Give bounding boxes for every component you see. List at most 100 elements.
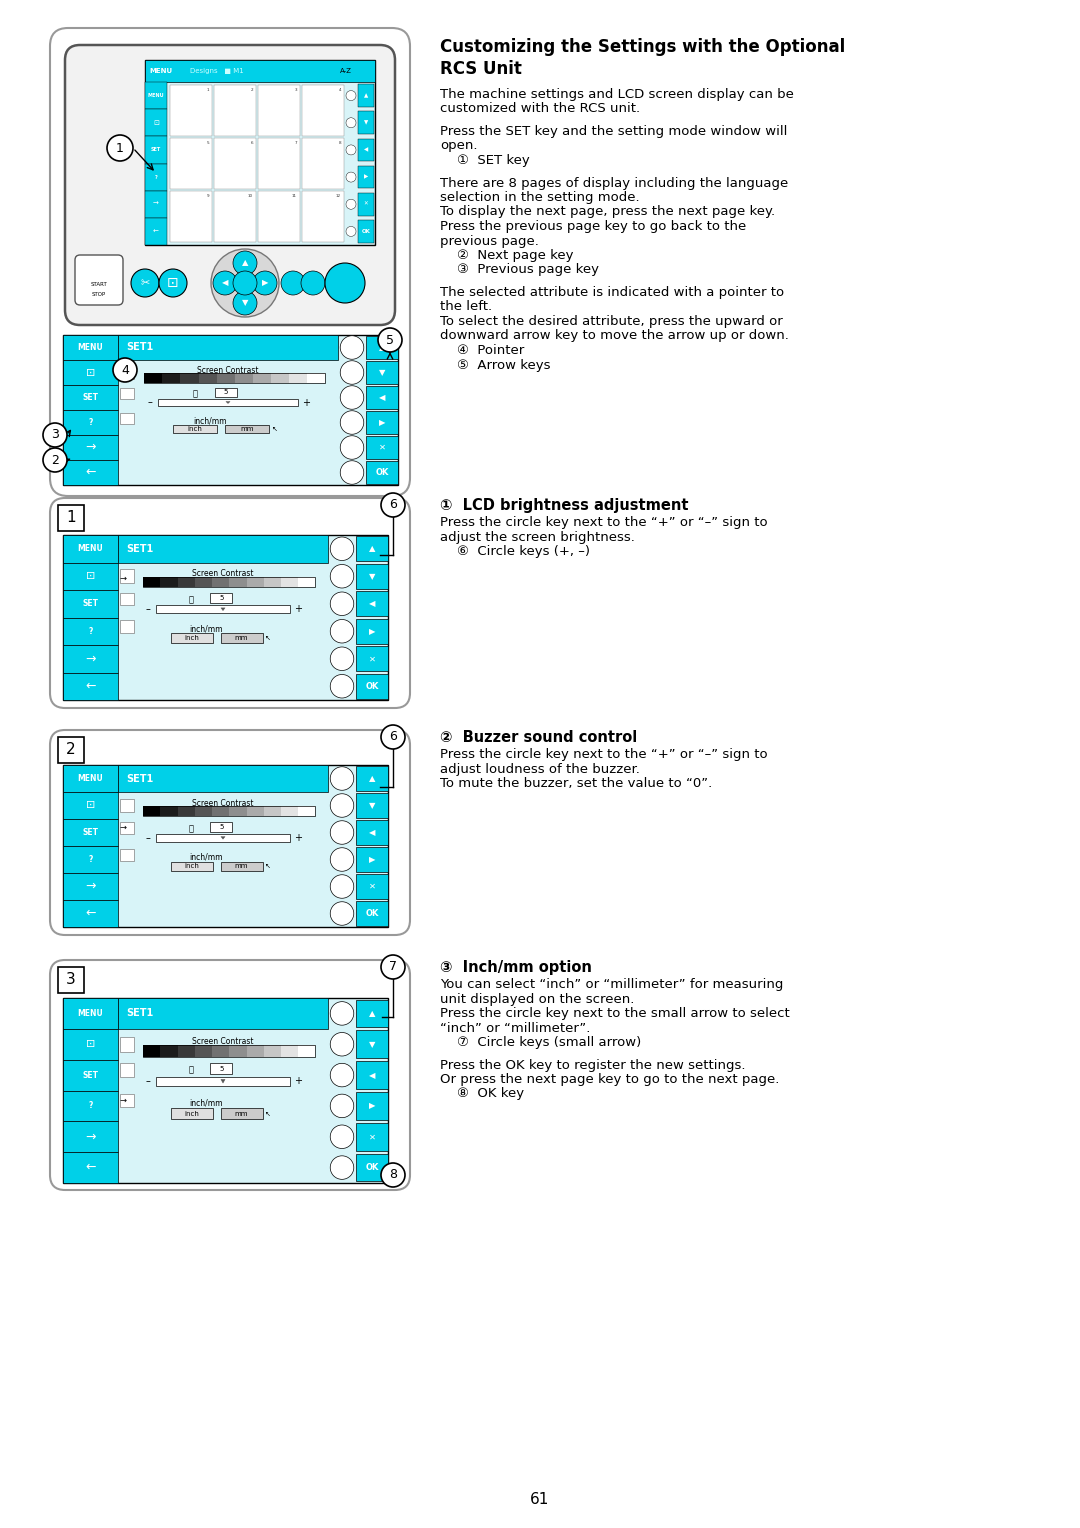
Text: 4: 4	[121, 364, 129, 376]
Bar	[161, 807, 177, 816]
Bar	[170, 138, 212, 189]
Text: 2: 2	[251, 89, 253, 92]
Text: The selected attribute is indicated with a pointer to: The selected attribute is indicated with…	[440, 286, 784, 299]
Circle shape	[340, 411, 364, 434]
Text: Press the circle key next to the “+” or “–” sign to: Press the circle key next to the “+” or …	[440, 516, 768, 529]
Text: ←: ←	[153, 228, 159, 234]
Circle shape	[330, 1002, 354, 1025]
Text: ▶: ▶	[379, 419, 386, 426]
Bar	[63, 410, 118, 435]
Text: ①  LCD brightness adjustment: ① LCD brightness adjustment	[440, 498, 689, 513]
Text: ?: ?	[89, 419, 93, 426]
Text: →: →	[85, 652, 96, 665]
Bar	[145, 83, 167, 108]
Text: inch/mm: inch/mm	[193, 416, 227, 425]
Text: ③  Inch/mm option: ③ Inch/mm option	[440, 960, 592, 975]
Text: ▼: ▼	[379, 368, 386, 377]
Text: 8: 8	[338, 141, 341, 145]
Text: ▲: ▲	[368, 1008, 375, 1018]
Bar	[63, 847, 118, 872]
Text: +: +	[294, 1076, 302, 1086]
Circle shape	[340, 461, 364, 484]
Text: The machine settings and LCD screen display can be: The machine settings and LCD screen disp…	[440, 89, 794, 101]
Bar	[63, 385, 118, 410]
Text: ✕: ✕	[368, 1132, 376, 1141]
Bar	[120, 620, 134, 633]
Bar	[145, 219, 167, 244]
Bar	[356, 564, 388, 588]
Text: mm: mm	[234, 863, 248, 869]
Bar	[63, 1028, 118, 1059]
Text: 🔊: 🔊	[192, 390, 198, 399]
Circle shape	[213, 270, 237, 295]
Circle shape	[330, 1094, 354, 1117]
Bar	[214, 86, 256, 136]
Bar	[298, 576, 315, 587]
Bar	[145, 163, 167, 191]
Text: Customizing the Settings with the Optional: Customizing the Settings with the Option…	[440, 38, 846, 57]
Bar	[118, 535, 328, 562]
Circle shape	[330, 1033, 354, 1056]
Text: ◀: ◀	[368, 828, 375, 837]
Bar	[63, 535, 118, 562]
Circle shape	[330, 1155, 354, 1180]
Text: ⊡: ⊡	[85, 801, 95, 810]
Text: ▶: ▶	[368, 1102, 375, 1111]
Text: mm: mm	[240, 426, 254, 432]
Bar	[246, 576, 264, 587]
Bar	[366, 411, 399, 434]
Bar	[63, 766, 118, 792]
Text: OK: OK	[365, 909, 379, 918]
Text: ✕: ✕	[368, 882, 376, 891]
Text: 61: 61	[530, 1493, 550, 1508]
Bar	[145, 136, 167, 163]
Text: ⑥  Circle keys (+, –): ⑥ Circle keys (+, –)	[440, 545, 590, 558]
Bar	[211, 822, 232, 831]
Circle shape	[381, 1163, 405, 1187]
Text: Or press the next page key to go to the next page.: Or press the next page key to go to the …	[440, 1073, 780, 1086]
Bar	[264, 1045, 281, 1056]
Bar	[63, 998, 388, 1183]
Bar	[356, 591, 388, 616]
Text: ②  Buzzer sound control: ② Buzzer sound control	[440, 730, 637, 746]
Bar	[144, 576, 315, 587]
Circle shape	[113, 358, 137, 382]
Text: MENU: MENU	[149, 69, 172, 73]
Text: ⊡: ⊡	[85, 368, 95, 377]
Bar	[63, 1122, 118, 1152]
Bar	[58, 736, 84, 762]
Bar	[357, 220, 374, 243]
Bar	[356, 767, 388, 790]
Circle shape	[346, 145, 356, 154]
Bar	[63, 535, 388, 700]
Text: There are 8 pages of display including the language: There are 8 pages of display including t…	[440, 177, 788, 189]
Bar	[366, 336, 399, 359]
Text: OK: OK	[376, 468, 389, 477]
Circle shape	[131, 269, 159, 296]
Text: SET: SET	[82, 1071, 98, 1080]
Bar	[356, 793, 388, 817]
Text: ⊡: ⊡	[85, 571, 95, 581]
Bar	[356, 674, 388, 698]
Bar	[63, 361, 118, 385]
Text: ↖: ↖	[266, 863, 271, 869]
Bar	[356, 646, 388, 671]
Text: →: →	[85, 880, 96, 892]
Bar	[220, 634, 262, 643]
Bar	[356, 999, 388, 1027]
Bar	[356, 1093, 388, 1120]
Text: inch: inch	[188, 426, 202, 432]
Bar	[170, 86, 212, 136]
Text: ✂: ✂	[140, 278, 150, 287]
Text: –: –	[147, 397, 152, 408]
Text: →: →	[153, 202, 159, 208]
Bar	[177, 576, 194, 587]
Circle shape	[211, 249, 279, 316]
Bar	[63, 672, 118, 700]
Text: 2: 2	[51, 454, 59, 466]
Circle shape	[381, 724, 405, 749]
Bar	[366, 461, 399, 484]
Circle shape	[330, 848, 354, 871]
Text: 6: 6	[389, 730, 397, 744]
Text: ◀: ◀	[368, 1071, 375, 1080]
